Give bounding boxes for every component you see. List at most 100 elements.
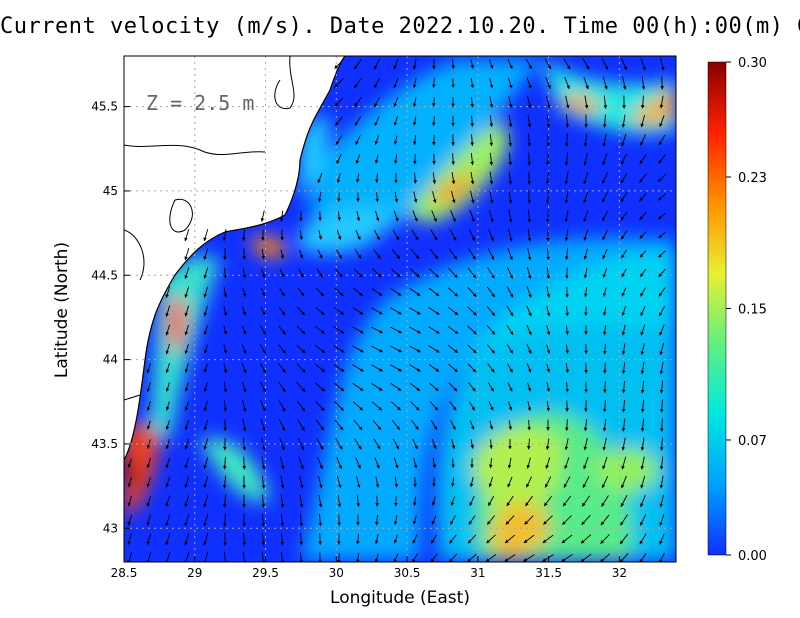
velocity-arrow [411, 420, 419, 431]
velocity-arrow [527, 114, 532, 128]
velocity-arrow [448, 267, 458, 279]
velocity-arrow [507, 382, 513, 392]
velocity-arrow [184, 344, 189, 355]
velocity-arrow [299, 210, 303, 222]
velocity-arrow [468, 228, 476, 242]
velocity-arrow [374, 135, 380, 145]
velocity-arrow [296, 400, 306, 412]
velocity-arrow [317, 172, 323, 184]
velocity-arrow [391, 268, 401, 278]
velocity-arrow [429, 268, 439, 278]
velocity-arrow [203, 305, 208, 317]
velocity-arrow [451, 153, 455, 166]
velocity-arrow [601, 210, 609, 222]
velocity-arrow [467, 363, 477, 373]
velocity-arrow [278, 381, 286, 393]
velocity-arrow [356, 211, 361, 222]
velocity-arrow [356, 533, 360, 545]
velocity-arrow [146, 533, 152, 546]
velocity-arrow [658, 154, 666, 164]
velocity-arrow [412, 58, 417, 70]
velocity-arrow [639, 211, 647, 221]
velocity-arrow [374, 154, 379, 164]
velocity-arrow [580, 534, 592, 544]
velocity-arrow [355, 553, 360, 562]
velocity-arrow [545, 438, 550, 450]
velocity-arrow [241, 362, 247, 374]
velocity-arrow [333, 401, 345, 411]
x-tick-label: 30.5 [394, 566, 421, 580]
velocity-arrow [659, 494, 664, 508]
velocity-arrow [222, 494, 227, 508]
velocity-arrow [297, 419, 305, 431]
velocity-arrow [487, 248, 495, 261]
velocity-arrow [259, 362, 267, 374]
velocity-arrow [165, 457, 171, 469]
velocity-arrow [429, 401, 439, 411]
velocity-arrow [659, 361, 664, 375]
velocity-arrow [184, 513, 190, 527]
x-tick-label: 30 [329, 566, 344, 580]
land-borders [124, 56, 295, 401]
velocity-arrow [450, 209, 456, 223]
velocity-arrow [184, 382, 189, 392]
velocity-arrow [508, 401, 513, 411]
velocity-arrow [241, 381, 247, 393]
velocity-arrow [470, 190, 475, 204]
velocity-arrow [371, 401, 383, 411]
velocity-arrow [546, 267, 551, 280]
velocity-arrow [412, 515, 417, 525]
velocity-arrow [184, 228, 190, 242]
colorbar-ticks: 0.30 0.23 0.15 0.07 0.00 [726, 56, 767, 564]
velocity-arrow [316, 268, 324, 278]
velocity-arrow [412, 97, 417, 108]
velocity-arrow [261, 475, 266, 489]
colorbar-tick-label: 0.07 [738, 434, 767, 449]
velocity-arrow [336, 173, 341, 184]
velocity-arrow [504, 554, 516, 562]
y-tick-label: 44 [103, 353, 118, 367]
velocity-arrow [602, 172, 608, 184]
velocity-arrow [447, 306, 459, 316]
velocity-arrow [146, 476, 152, 488]
velocity-arrow [317, 191, 322, 203]
velocity-arrow [296, 344, 306, 354]
velocity-arrow [299, 249, 304, 259]
velocity-arrow [527, 209, 532, 223]
velocity-arrow [601, 191, 609, 203]
land-area [124, 56, 345, 460]
velocity-arrow [620, 495, 628, 508]
velocity-arrow [621, 114, 626, 128]
velocity-arrow [318, 230, 323, 240]
velocity-arrow [409, 382, 421, 392]
velocity-arrow [184, 532, 190, 546]
velocity-arrow [333, 345, 345, 353]
velocity-arrow [184, 305, 190, 317]
velocity-arrow [621, 418, 626, 432]
velocity-arrow [602, 325, 607, 336]
velocity-arrow [564, 152, 569, 166]
velocity-arrow [203, 475, 209, 489]
velocity-arrow [640, 418, 645, 432]
velocity-arrow [470, 153, 475, 166]
velocity-arrow [565, 114, 570, 128]
velocity-arrow [621, 362, 626, 375]
velocity-arrow [583, 133, 588, 147]
velocity-arrow [659, 533, 665, 545]
velocity-arrow [391, 249, 401, 259]
velocity-arrow [410, 248, 420, 260]
velocity-arrow [165, 514, 171, 527]
velocity-arrow [508, 152, 513, 166]
x-axis-ticks: 28.5 29 29.5 30 30.5 31 31.5 32 [111, 556, 627, 580]
velocity-arrow [639, 231, 647, 239]
velocity-arrow [241, 325, 247, 335]
velocity-arrow [561, 534, 573, 544]
velocity-arrow [527, 96, 532, 109]
velocity-arrow [581, 514, 591, 526]
velocity-arrow [488, 401, 494, 411]
velocity-arrow [545, 77, 551, 89]
velocity-arrow [467, 344, 477, 354]
velocity-arrow [184, 419, 189, 431]
velocity-arrow [280, 513, 285, 527]
velocity-arrow [583, 419, 588, 432]
